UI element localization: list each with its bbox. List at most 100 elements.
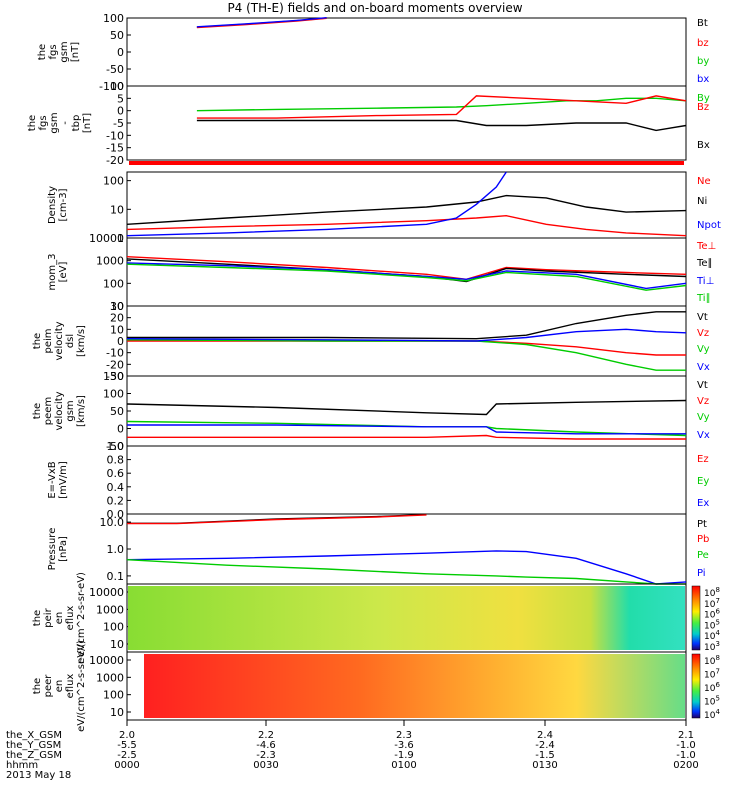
y-label-line: en — [54, 680, 65, 693]
panel-frame — [126, 651, 687, 721]
legend-bx: bx — [697, 74, 709, 85]
x-row-value: 2.0 — [119, 730, 135, 741]
y-axis-label: thefgsgsm[nT] — [37, 41, 81, 62]
x-row-value: 0000 — [114, 760, 139, 771]
y-label-line: [eV] — [58, 262, 69, 283]
y-label-line: Density — [47, 186, 58, 224]
legend-Vz: Vz — [697, 396, 709, 407]
x-row-value: -5.5 — [117, 740, 137, 751]
y-label-line: the — [32, 678, 43, 694]
y-label-line: the — [27, 115, 38, 131]
series-Vt — [127, 311, 686, 340]
colorbar-label: 105 — [704, 618, 720, 631]
y-tick-label: 1.0 — [107, 440, 125, 453]
y-tick-label: 0 — [117, 105, 124, 118]
y-tick-label: 0 — [117, 423, 124, 436]
colorbar-base: 10 — [704, 643, 716, 653]
y-tick-label: -15 — [106, 142, 124, 155]
y-label-line: peir — [43, 607, 54, 627]
series-Bz — [196, 95, 687, 119]
x-axis: the_X_GSM 2.0 2.2 2.3 2.4 2.1 the_Y_GSM -5.5 -4.… — [6, 720, 699, 781]
x-row-value: -1.5 — [535, 750, 555, 761]
panel-9: 10000 1000 100 10 thepeerenefluxeV/(cm^2-s-s… — [32, 640, 720, 732]
y-label-line: dsl — [65, 334, 76, 348]
colorbar-label: 106 — [704, 608, 720, 621]
colorbar-base: 10 — [704, 684, 716, 694]
y-label-line: eV/(cm^2-s-sr-eV) — [76, 572, 87, 664]
x-row-value: -2.3 — [256, 750, 276, 761]
x-row-value: 2.2 — [258, 730, 274, 741]
panel-7: 10.0 1.0 0.1 Pressure[nPa] Pt Pb Pe Pi — [47, 513, 709, 585]
y-axis-label: mom_3[eV] — [47, 254, 69, 291]
legend-Bz: Bz — [697, 102, 709, 113]
heatmap-image — [128, 586, 685, 650]
legend-Ez: Ez — [697, 454, 709, 465]
y-axis-label: thepeerenefluxeV/(cm^2-s-sr-eV) — [32, 640, 87, 732]
series-Vx — [126, 328, 687, 342]
series-Te∥ — [126, 258, 687, 283]
x-row-label: the_X_GSM — [6, 730, 62, 741]
x-row-value: -1.9 — [394, 750, 414, 761]
colorbar-base: 10 — [704, 657, 716, 667]
panel-frame — [126, 17, 687, 87]
y-label-line: [nT] — [82, 113, 93, 133]
y-label-line: the — [32, 333, 43, 349]
status-bar — [129, 161, 684, 165]
y-tick-label: -100 — [99, 80, 124, 93]
x-row-value: 2.4 — [537, 730, 553, 741]
y-tick-label: -10 — [106, 347, 124, 360]
y-tick-label: 0 — [117, 335, 124, 348]
y-label-line: the — [32, 403, 43, 419]
y-label-line: eflux — [65, 674, 76, 699]
colorbar-label: 104 — [704, 708, 720, 721]
series-By — [196, 97, 687, 112]
y-label-line: fgs — [48, 44, 59, 59]
y-axis-label: Density[cm-3] — [47, 186, 69, 224]
y-label-line: tbp — [71, 115, 82, 132]
y-tick-label: 1000 — [96, 603, 124, 616]
x-row-value: -4.6 — [256, 740, 276, 751]
legend-Ex: Ex — [697, 498, 709, 509]
x-row-value: -3.6 — [394, 740, 414, 751]
colorbar-base: 10 — [704, 600, 716, 610]
x-row-value: -1.0 — [676, 750, 696, 761]
x-row-label: the_Z_GSM — [6, 750, 62, 761]
y-tick-label: -20 — [106, 358, 124, 371]
y-tick-label: -20 — [106, 154, 124, 167]
y-label-line: gsm — [49, 112, 60, 133]
panel-8: 10000 1000 100 10 thepeirenefluxeV/(cm^2-s-s… — [32, 572, 720, 664]
colorbar-label: 106 — [704, 681, 720, 694]
y-label-line: gsm — [59, 41, 70, 62]
y-tick-label: 100 — [103, 621, 124, 634]
x-row-value: 0130 — [532, 760, 557, 771]
y-label-line: mom_3 — [47, 254, 58, 291]
y-tick-label: 100 — [103, 12, 124, 25]
y-tick-label: 100 — [103, 388, 124, 401]
colorbar-exp: 6 — [715, 608, 720, 616]
panel-frame — [126, 375, 687, 447]
panels: 100500-50-100thefgsgsm[nT]Btbzbybx1050-5… — [27, 12, 721, 732]
legend-by: by — [697, 56, 709, 67]
y-label-line: the — [37, 44, 48, 60]
y-tick-label: 0.6 — [107, 467, 125, 480]
y-tick-label: 100 — [103, 689, 124, 702]
series-bx — [196, 17, 327, 28]
y-label-line: E=-VxB — [47, 461, 58, 498]
x-row-value: -2.5 — [117, 750, 137, 761]
x-row-value: 2.1 — [678, 730, 694, 741]
y-label-line: [cm-3] — [58, 188, 69, 221]
colorbar-base: 10 — [704, 589, 716, 599]
colorbar-label: 108 — [704, 586, 720, 599]
x-row-label: hhmm — [6, 760, 38, 771]
y-tick-label: 0.0 — [107, 508, 125, 521]
colorbar-exp: 8 — [715, 586, 719, 594]
colorbar-exp: 6 — [715, 681, 720, 689]
series-Ne — [126, 214, 687, 237]
colorbar-base: 10 — [704, 632, 716, 642]
legend-Vt: Vt — [697, 380, 708, 391]
y-tick-label: 1000 — [96, 671, 124, 684]
legend-Pb: Pb — [697, 534, 709, 545]
y-label-line: peer — [43, 674, 54, 698]
y-tick-label: 50 — [110, 29, 124, 42]
